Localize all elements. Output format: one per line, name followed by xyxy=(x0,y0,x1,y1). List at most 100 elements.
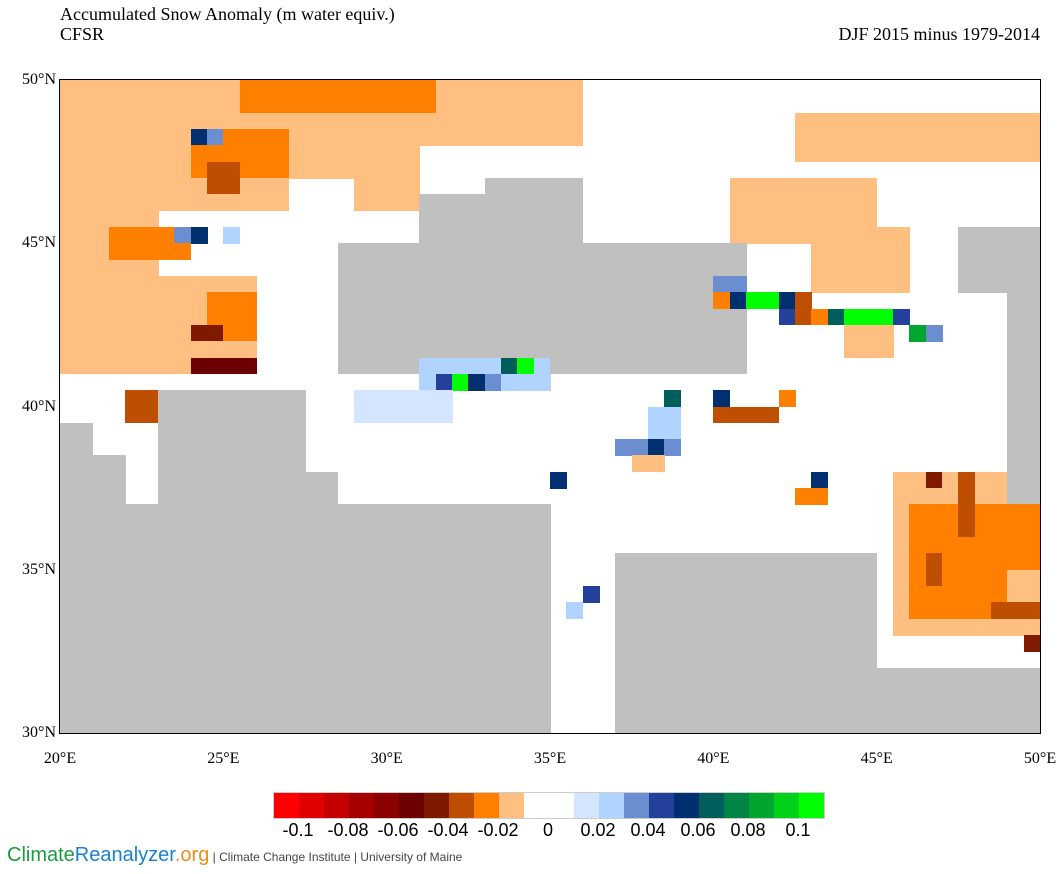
no-data-cell xyxy=(664,667,682,685)
no-data-cell xyxy=(484,308,502,326)
no-data-cell xyxy=(517,292,535,310)
no-data-cell xyxy=(158,537,175,555)
anomaly-cell xyxy=(435,128,453,146)
no-data-cell xyxy=(713,586,731,603)
no-data-cell xyxy=(468,504,486,522)
no-data-cell xyxy=(435,194,453,212)
no-data-cell xyxy=(435,667,453,685)
no-data-cell xyxy=(827,700,845,718)
no-data-cell xyxy=(190,618,208,636)
no-data-cell xyxy=(288,422,306,440)
no-data-cell xyxy=(305,700,322,718)
no-data-cell xyxy=(664,651,682,669)
no-data-cell xyxy=(190,390,208,408)
brand-org[interactable]: .org xyxy=(174,844,210,866)
no-data-cell xyxy=(484,618,502,636)
anomaly-cell xyxy=(844,259,861,277)
anomaly-cell xyxy=(60,112,77,130)
no-data-cell xyxy=(452,520,469,538)
no-data-cell xyxy=(305,471,322,489)
no-data-cell xyxy=(256,569,273,587)
no-data-cell xyxy=(337,602,355,620)
no-data-cell xyxy=(190,716,208,733)
anomaly-cell xyxy=(991,145,1008,163)
no-data-cell xyxy=(615,341,633,359)
anomaly-cell xyxy=(1023,537,1040,555)
no-data-cell xyxy=(223,618,241,636)
no-data-cell xyxy=(582,292,600,310)
no-data-cell xyxy=(550,275,567,293)
no-data-cell xyxy=(256,700,273,718)
anomaly-cell xyxy=(729,210,747,228)
no-data-cell xyxy=(403,700,420,718)
no-data-cell xyxy=(419,194,437,212)
anomaly-cell xyxy=(158,177,175,195)
no-data-cell xyxy=(974,259,992,277)
anomaly-cell xyxy=(370,177,388,195)
no-data-cell xyxy=(517,243,535,261)
no-data-cell xyxy=(174,716,192,733)
anomaly-cell xyxy=(370,128,388,146)
no-data-cell xyxy=(174,439,192,457)
no-data-cell xyxy=(174,504,192,522)
anomaly-cell xyxy=(811,488,829,506)
anomaly-cell xyxy=(125,177,143,195)
no-data-cell xyxy=(272,684,290,701)
no-data-cell xyxy=(844,667,861,685)
no-data-cell xyxy=(648,341,665,359)
anomaly-cell xyxy=(354,194,371,212)
no-data-cell xyxy=(190,537,208,555)
anomaly-cell xyxy=(517,128,535,146)
anomaly-cell xyxy=(76,210,94,228)
anomaly-cell xyxy=(419,128,437,146)
no-data-cell xyxy=(680,602,698,620)
no-data-cell xyxy=(468,520,486,538)
no-data-cell xyxy=(223,390,241,408)
no-data-cell xyxy=(697,569,714,587)
no-data-cell xyxy=(174,553,192,571)
anomaly-cell xyxy=(239,128,257,146)
lon-tick-label: 20°E xyxy=(43,750,77,767)
anomaly-cell xyxy=(664,390,682,408)
brand-reanalyzer[interactable]: Reanalyzer xyxy=(74,844,175,866)
no-data-cell xyxy=(386,520,404,538)
brand-climate[interactable]: Climate xyxy=(7,844,75,866)
no-data-cell xyxy=(207,471,224,489)
anomaly-cell xyxy=(76,341,94,359)
no-data-cell xyxy=(452,667,469,685)
no-data-cell xyxy=(566,210,584,228)
anomaly-cell xyxy=(223,292,241,310)
no-data-cell xyxy=(109,635,126,652)
no-data-cell xyxy=(697,667,714,685)
no-data-cell xyxy=(158,390,175,408)
no-data-cell xyxy=(533,341,551,359)
anomaly-cell xyxy=(386,406,404,424)
no-data-cell xyxy=(566,259,584,277)
no-data-cell xyxy=(141,520,159,538)
no-data-cell xyxy=(419,618,437,636)
no-data-cell xyxy=(419,324,437,342)
no-data-cell xyxy=(615,243,633,261)
anomaly-cell xyxy=(354,128,371,146)
anomaly-cell xyxy=(729,292,747,310)
no-data-cell xyxy=(354,504,371,522)
no-data-cell xyxy=(778,602,796,620)
no-data-cell xyxy=(354,292,371,310)
anomaly-cell xyxy=(223,145,241,163)
no-data-cell xyxy=(109,553,126,571)
no-data-cell xyxy=(386,553,404,571)
no-data-cell xyxy=(762,602,780,620)
anomaly-cell xyxy=(223,194,241,212)
no-data-cell xyxy=(321,700,339,718)
anomaly-cell xyxy=(925,553,943,571)
no-data-cell xyxy=(501,569,518,587)
anomaly-cell xyxy=(207,357,224,375)
no-data-cell xyxy=(533,700,551,718)
no-data-cell xyxy=(403,635,420,652)
anomaly-cell xyxy=(125,275,143,293)
no-data-cell xyxy=(648,684,665,701)
no-data-cell xyxy=(76,651,94,669)
no-data-cell xyxy=(272,700,290,718)
anomaly-cell xyxy=(958,504,976,522)
no-data-cell xyxy=(272,716,290,733)
